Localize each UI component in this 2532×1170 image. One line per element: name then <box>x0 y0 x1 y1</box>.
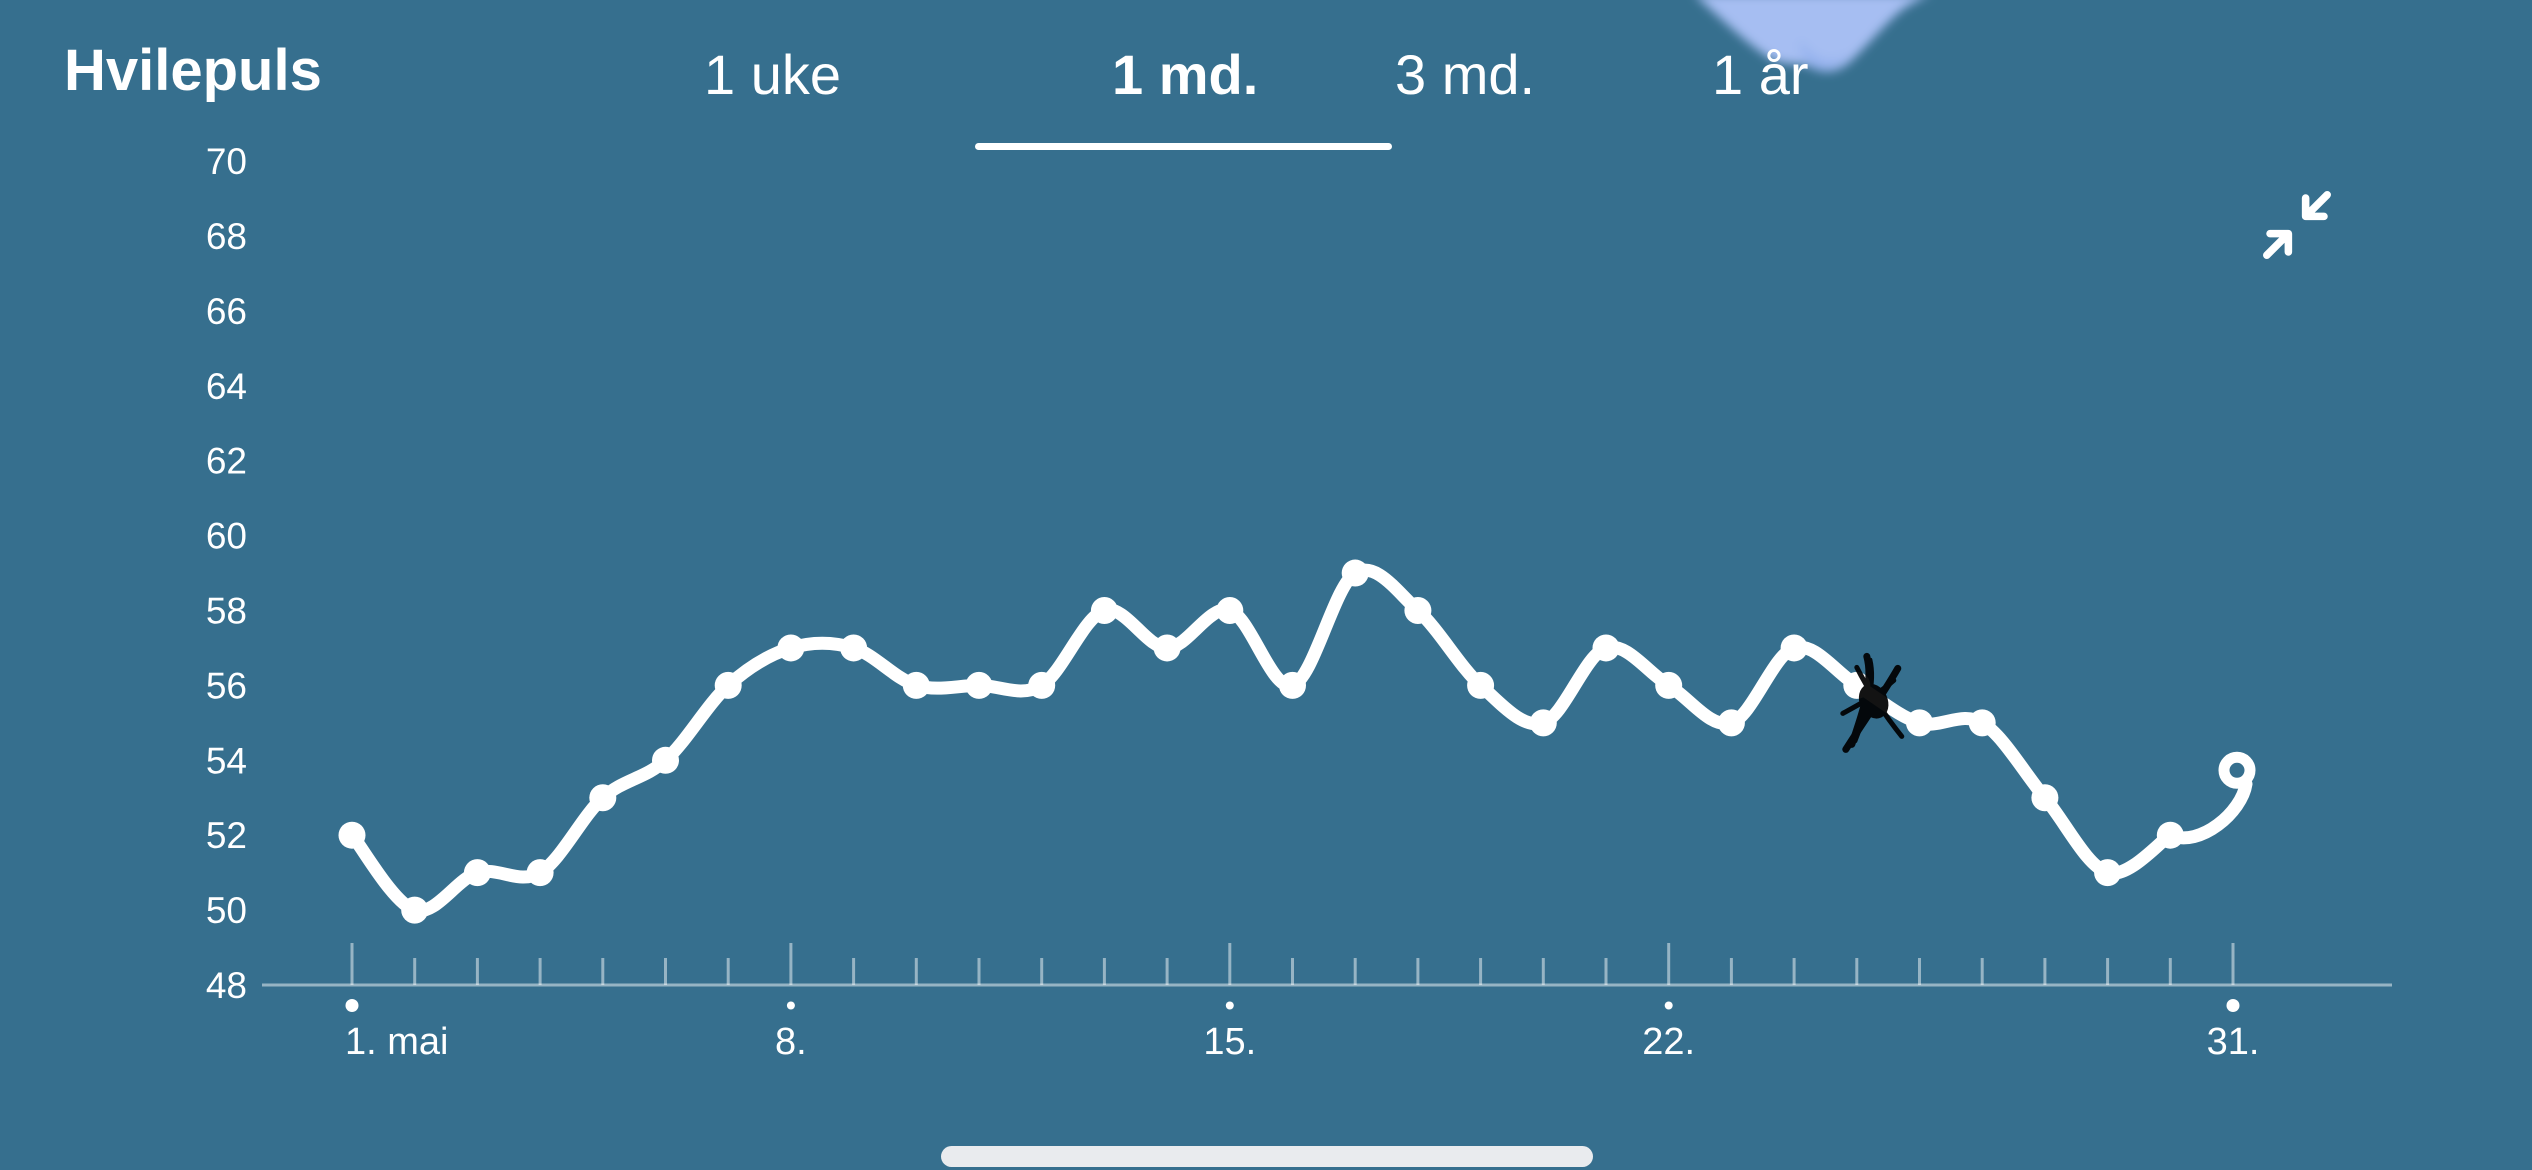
y-axis-label: 68 <box>206 216 247 257</box>
data-point <box>1341 559 1369 587</box>
arrow-down-left-icon <box>2301 191 2331 221</box>
y-axis-labels: 70 68 66 64 62 60 58 56 54 52 50 48 <box>206 141 247 1006</box>
data-point <box>1529 709 1557 737</box>
home-indicator[interactable] <box>941 1146 1593 1167</box>
tab-1-ar[interactable]: 1 år <box>1712 43 1809 106</box>
data-point <box>401 896 429 924</box>
x-axis <box>262 943 2392 987</box>
tab-1-md[interactable]: 1 md. <box>1112 43 1259 106</box>
page-title: Hvilepuls <box>64 38 322 103</box>
data-points <box>338 559 2184 924</box>
y-axis-label: 66 <box>206 291 247 332</box>
y-axis-label: 58 <box>206 591 247 632</box>
x-axis-label: 8. <box>775 1021 807 1063</box>
data-point <box>589 784 617 812</box>
data-point <box>902 671 930 699</box>
y-axis-label: 64 <box>206 366 247 407</box>
data-point <box>1780 634 1808 662</box>
data-point <box>1090 597 1118 624</box>
data-point <box>1717 709 1745 737</box>
x-label-dot <box>786 1001 795 1010</box>
data-point <box>2094 859 2122 887</box>
tab-3-md[interactable]: 3 md. <box>1395 43 1536 106</box>
data-point <box>652 746 679 774</box>
data-point <box>1028 671 1056 699</box>
x-axis-label: 15. <box>1203 1021 1256 1063</box>
x-label-dot <box>1664 1001 1673 1010</box>
tab-1-uke[interactable]: 1 uke <box>704 43 841 106</box>
y-axis-label: 56 <box>206 665 247 706</box>
data-point <box>840 634 868 662</box>
x-scribble-annotation <box>1840 652 1905 753</box>
x-axis-label: 31. <box>2207 1021 2260 1063</box>
data-point <box>1592 634 1620 662</box>
data-point <box>1279 671 1306 699</box>
data-point <box>1404 597 1432 624</box>
x-axis-labels: 1. mai 8. 15. 22. 31. <box>345 999 2259 1063</box>
data-point <box>965 671 993 699</box>
chart-header: Hvilepuls 1 uke 1 md. 3 md. 1 år <box>0 0 2532 170</box>
x-label-dot <box>345 999 359 1012</box>
data-point <box>2156 821 2184 849</box>
data-point <box>1968 709 1996 737</box>
data-point <box>463 859 491 887</box>
end-ring-marker <box>2218 751 2256 789</box>
chart-line <box>345 563 2253 918</box>
data-point <box>777 634 805 662</box>
y-axis-label: 60 <box>206 516 247 557</box>
x-axis-label: 22. <box>1642 1021 1695 1063</box>
data-point <box>526 859 554 887</box>
data-point <box>1655 671 1683 699</box>
x-axis-label: 1. mai <box>345 1021 448 1063</box>
data-point <box>1153 634 1181 662</box>
collapse-icon[interactable] <box>2256 184 2338 266</box>
y-axis-label: 54 <box>206 740 247 781</box>
data-point <box>1906 709 1933 737</box>
y-axis-label: 70 <box>206 141 247 182</box>
background-blob <box>1700 0 1919 72</box>
data-point <box>714 671 742 699</box>
x-label-dot <box>1225 1001 1234 1010</box>
y-axis-label: 48 <box>206 965 247 1006</box>
data-point <box>2031 784 2059 812</box>
y-axis-label: 50 <box>206 890 247 931</box>
data-point <box>1467 671 1495 699</box>
active-tab-underline <box>975 143 1392 150</box>
data-point <box>1216 597 1244 624</box>
data-point <box>338 821 366 849</box>
arrow-up-right-icon <box>2263 229 2293 259</box>
y-axis-label: 62 <box>206 441 247 482</box>
y-axis-label: 52 <box>206 815 247 856</box>
x-label-dot <box>2226 999 2240 1012</box>
